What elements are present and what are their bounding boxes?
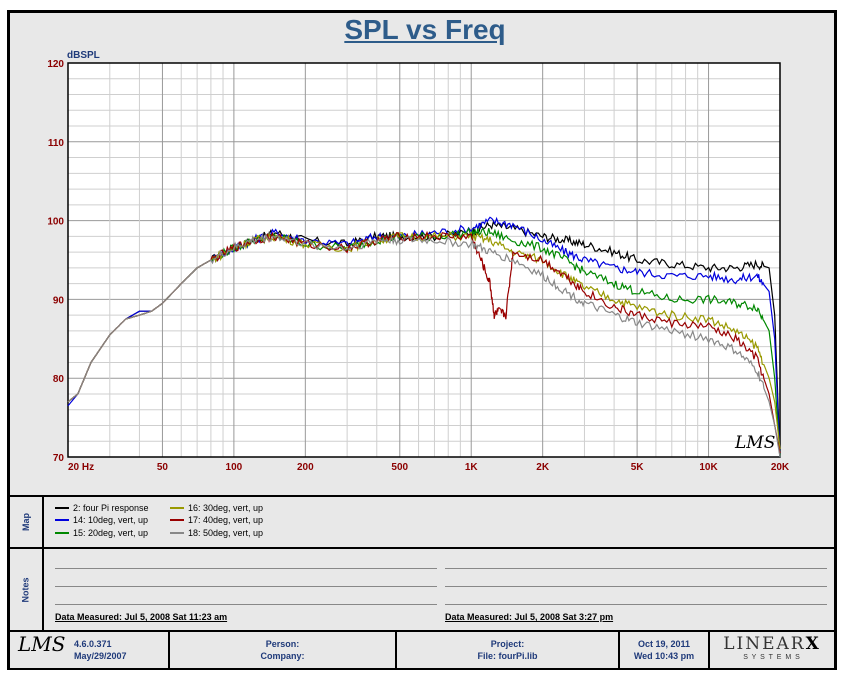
note-line <box>55 568 437 569</box>
x-tick-label: 2K <box>536 462 550 473</box>
legend-item: 2: four Pi response <box>55 503 149 513</box>
note-line <box>55 586 437 587</box>
legend-item: 15: 20deg, vert, up <box>55 528 148 538</box>
map-label-box: Map <box>10 497 44 547</box>
plot-area <box>68 63 780 457</box>
notes-section <box>10 547 834 630</box>
footer-project-cell: Project: File: fourPi.lib <box>397 632 620 668</box>
notes-label-box: Notes <box>10 549 44 630</box>
x-tick-label: 20K <box>771 462 790 473</box>
legend-label: 14: 10deg, vert, up <box>73 515 149 525</box>
legend-swatch <box>170 507 184 509</box>
notes-label: Notes <box>20 576 31 603</box>
y-tick-label: 120 <box>47 59 64 70</box>
legend-label: 2: four Pi response <box>73 503 149 513</box>
lms-watermark: LMS <box>734 433 775 453</box>
brand-x: X <box>805 634 821 654</box>
measured-right: Data Measured: Jul 5, 2008 Sat 3:27 pm <box>445 612 614 622</box>
project-label: Project: <box>490 639 525 649</box>
brand-text: LINEAR <box>723 634 806 654</box>
legend-label: 16: 30deg, vert, up <box>188 503 264 513</box>
legend-swatch <box>55 519 69 521</box>
legend-label: 15: 20deg, vert, up <box>73 528 149 538</box>
legend-swatch <box>170 532 184 534</box>
y-tick-label: 70 <box>53 453 65 464</box>
y-tick-label: 90 <box>53 295 65 306</box>
company-label: Company: <box>260 651 305 661</box>
x-tick-label: 10K <box>699 462 718 473</box>
y-tick-label: 80 <box>53 374 65 385</box>
footer-logo: LMS <box>18 632 66 656</box>
y-tick-label: 110 <box>48 138 65 149</box>
footer-version-cell: LMS 4.6.0.371 May/29/2007 <box>10 632 170 668</box>
legend-item: 17: 40deg, vert, up <box>170 515 263 525</box>
map-section <box>10 495 834 547</box>
y-tick-label: 100 <box>47 217 64 228</box>
footer-time: Wed 10:43 pm <box>633 651 695 661</box>
x-tick-label: 100 <box>226 462 243 473</box>
footer-person-cell: Person: Company: <box>170 632 397 668</box>
x-tick-label: 500 <box>391 462 408 473</box>
chart-title: SPL vs Freq <box>344 14 506 45</box>
legend-swatch <box>55 507 69 509</box>
x-tick-label: 200 <box>297 462 314 473</box>
measured-left: Data Measured: Jul 5, 2008 Sat 11:23 am <box>55 612 228 622</box>
note-line <box>55 604 437 605</box>
legend-label: 17: 40deg, vert, up <box>188 515 264 525</box>
note-line <box>445 604 827 605</box>
series-line <box>67 232 781 458</box>
legend-item: 18: 50deg, vert, up <box>170 528 263 538</box>
footer-date-cell: Oct 19, 2011 Wed 10:43 pm <box>620 632 710 668</box>
version: 4.6.0.371 <box>74 639 112 649</box>
legend-swatch <box>55 532 69 534</box>
legend-item: 16: 30deg, vert, up <box>170 503 263 513</box>
note-line <box>445 568 827 569</box>
x-tick-label: 20 Hz <box>68 462 94 473</box>
legend-swatch <box>170 519 184 521</box>
plot-border <box>67 62 781 458</box>
note-line <box>445 586 827 587</box>
footer: LMS 4.6.0.371 May/29/2007 Person: Compan… <box>10 630 834 668</box>
person-label: Person: <box>265 639 300 649</box>
file-label: File: fourPi.lib <box>477 651 538 661</box>
x-tick-label: 50 <box>157 462 169 473</box>
y-axis-label: dBSPL <box>67 50 100 61</box>
x-tick-label: 5K <box>631 462 645 473</box>
version-date: May/29/2007 <box>74 651 127 661</box>
legend-label: 18: 50deg, vert, up <box>188 528 264 538</box>
brand-logo: LINEARX S Y S T E M S <box>710 632 834 668</box>
footer-date: Oct 19, 2011 <box>637 639 691 649</box>
map-label: Map <box>21 513 31 531</box>
legend-item: 14: 10deg, vert, up <box>55 515 148 525</box>
brand-sub: S Y S T E M S <box>743 654 801 661</box>
x-tick-label: 1K <box>465 462 479 473</box>
